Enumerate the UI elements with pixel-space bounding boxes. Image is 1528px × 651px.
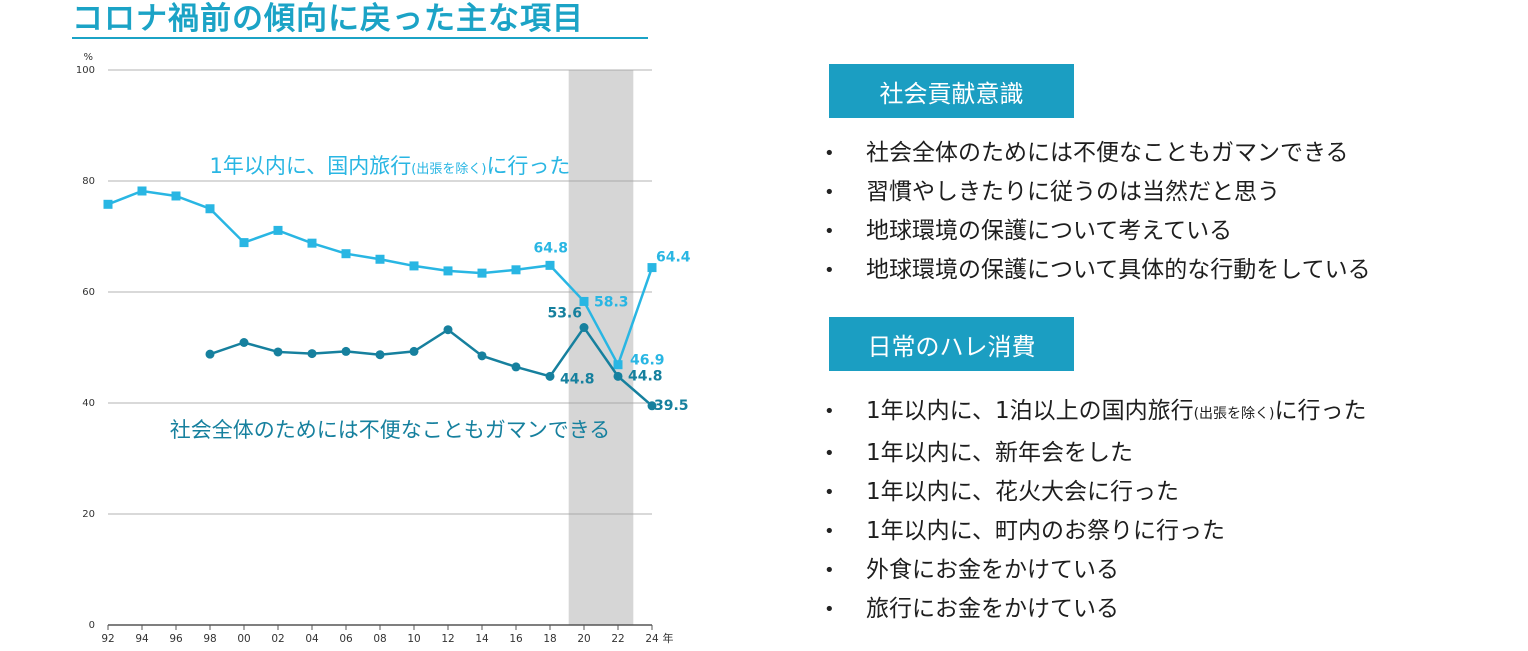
data-point <box>239 238 249 248</box>
list-item-text: 1年以内に、1泊以上の国内旅行 <box>866 398 1194 424</box>
data-point <box>341 249 351 259</box>
y-tick-label: 60 <box>82 287 95 298</box>
series-label-tail: に行った <box>486 154 570 178</box>
data-point <box>375 254 385 264</box>
page-title: コロナ禍前の傾向に戻った主な項目 <box>72 1 584 37</box>
list-item-note: (出張を除く) <box>1193 406 1275 422</box>
x-tick-label: 92 <box>101 633 114 645</box>
series-label-main: 1年以内に、国内旅行 <box>210 154 412 178</box>
social-contribution-list: 社会全体のためには不便なこともガマンできる 習慣やしきたりに従うのは当然だと思う… <box>824 134 1371 290</box>
data-label: 64.8 <box>533 240 568 256</box>
data-point <box>375 350 385 360</box>
x-tick-label: 18 <box>543 633 556 645</box>
series-label-1: 1年以内に、国内旅行(出張を除く)に行った <box>210 154 571 178</box>
data-point <box>443 325 453 335</box>
data-label: 44.8 <box>560 371 595 387</box>
y-unit-label: % <box>83 52 93 63</box>
x-tick-label: 08 <box>373 633 386 645</box>
x-tick-label: 96 <box>169 633 183 645</box>
data-point <box>477 351 487 361</box>
x-unit-label: 年 <box>663 631 674 645</box>
y-tick-label: 80 <box>82 176 95 187</box>
data-point <box>477 268 487 278</box>
list-item: 1年以内に、新年会をした <box>824 434 1367 473</box>
x-tick-label: 20 <box>577 633 590 645</box>
y-tick-label: 20 <box>82 509 95 520</box>
list-item: 旅行にお金をかけている <box>824 590 1367 629</box>
x-tick-label: 02 <box>271 633 284 645</box>
data-point <box>647 401 657 411</box>
y-tick-label: 0 <box>89 620 95 631</box>
data-point <box>443 266 453 276</box>
data-point <box>409 261 419 271</box>
x-tick-label: 24 <box>645 633 659 645</box>
data-point <box>307 349 317 359</box>
data-point <box>307 238 317 248</box>
x-tick-label: 94 <box>135 633 149 645</box>
data-point <box>511 265 521 275</box>
series-line-2 <box>209 325 653 407</box>
shaded-period <box>568 70 634 625</box>
x-tick-label: 22 <box>611 633 624 645</box>
data-label: 39.5 <box>654 398 689 414</box>
list-item: 習慣やしきたりに従うのは当然だと思う <box>824 173 1371 212</box>
data-point <box>613 371 623 381</box>
list-item: 地球環境の保護について考えている <box>824 212 1371 251</box>
list-item: 外食にお金をかけている <box>824 551 1367 590</box>
panel-header-social: 社会貢献意識 <box>829 64 1074 118</box>
y-tick-label: 100 <box>76 65 95 76</box>
data-label: 64.4 <box>656 250 691 266</box>
list-item: 1年以内に、花火大会に行った <box>824 473 1367 512</box>
x-tick-label: 06 <box>339 633 353 645</box>
data-point <box>647 263 657 273</box>
data-point <box>205 204 215 214</box>
x-tick-label: 00 <box>237 633 250 645</box>
data-label: 58.3 <box>594 294 629 310</box>
data-point <box>545 371 555 381</box>
y-tick-label: 40 <box>82 398 95 409</box>
list-item: 社会全体のためには不便なこともガマンできる <box>824 134 1371 173</box>
x-tick-label: 10 <box>407 633 420 645</box>
data-point <box>511 362 521 372</box>
data-point <box>137 186 147 196</box>
data-point <box>579 323 589 333</box>
data-point <box>579 296 589 306</box>
data-point <box>409 346 419 356</box>
x-tick-label: 14 <box>475 633 489 645</box>
line-chart: 0 20 40 60 80 100% 92 94 96 98 00 02 04 06 08 10 12 14 16 1… <box>76 52 691 645</box>
list-item: 1年以内に、町内のお祭りに行った <box>824 512 1367 551</box>
panel-header-hare: 日常のハレ消費 <box>829 317 1074 371</box>
data-point <box>613 360 623 370</box>
list-item-text-tail: に行った <box>1274 398 1367 424</box>
series-label-note: (出張を除く) <box>411 162 486 177</box>
x-tick-label: 98 <box>203 633 216 645</box>
data-point <box>341 346 351 356</box>
list-item: 地球環境の保護について具体的な行動をしている <box>824 251 1371 290</box>
x-tick-label: 16 <box>509 633 523 645</box>
data-label: 44.8 <box>628 368 663 384</box>
data-point <box>273 225 283 235</box>
data-label: 53.6 <box>547 306 582 322</box>
x-tick-label: 04 <box>305 633 319 645</box>
x-tick-label: 12 <box>441 633 454 645</box>
data-point <box>205 349 215 359</box>
hare-consumption-list: 1年以内に、1泊以上の国内旅行(出張を除く)に行った 1年以内に、新年会をした … <box>824 392 1367 629</box>
list-item: 1年以内に、1泊以上の国内旅行(出張を除く)に行った <box>824 392 1367 434</box>
series-label-2: 社会全体のためには不便なこともガマンできる <box>170 418 611 442</box>
data-point <box>103 199 113 209</box>
title-underline <box>72 37 648 39</box>
data-point <box>171 191 181 201</box>
data-label: 46.9 <box>630 353 665 369</box>
data-point <box>273 347 283 357</box>
data-point <box>545 260 555 270</box>
data-point <box>239 338 249 348</box>
